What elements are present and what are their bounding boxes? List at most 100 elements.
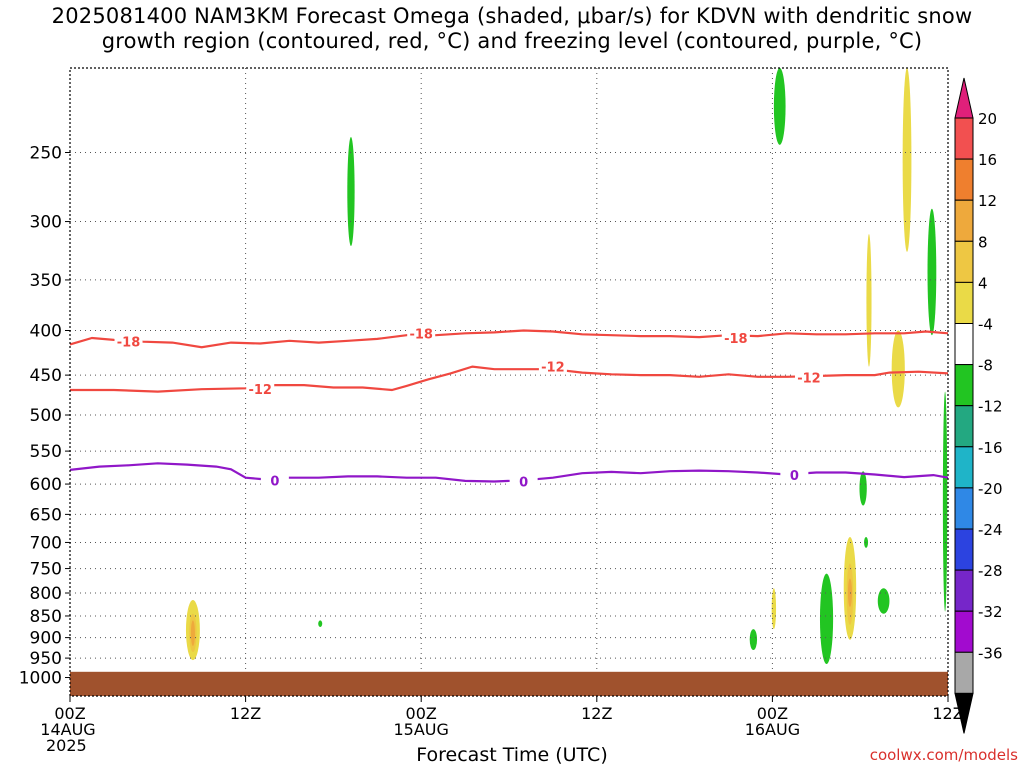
contour-label: -18: [409, 327, 433, 342]
contour-label: 0: [790, 469, 799, 484]
y-tick-label: 950: [30, 649, 62, 669]
contour-label-bg: [794, 369, 823, 386]
colorbar-label: -8: [978, 357, 993, 375]
y-tick-label: 500: [30, 406, 62, 426]
contour-label: -18: [117, 336, 141, 351]
chart-title: 2025081400 NAM3KM Forecast Omega (shaded…: [0, 4, 1024, 54]
plot-frame: [69, 67, 949, 697]
x-tick-label: 00Z: [406, 704, 437, 723]
colorbar-swatch: [954, 364, 974, 407]
omega-region: [866, 233, 872, 367]
y-tick-label: 550: [30, 442, 62, 462]
y-tick-label: 600: [30, 475, 62, 495]
omega-region: [877, 588, 890, 614]
contour-label: -18: [724, 332, 748, 347]
contour-line-0: [69, 462, 949, 483]
y-tick-label: 900: [30, 629, 62, 649]
y-tick-label: 850: [30, 607, 62, 627]
omega-region: [318, 620, 323, 627]
colorbar-label: -36: [978, 644, 1003, 662]
colorbar-label: 8: [978, 233, 988, 251]
y-tick-label: 350: [30, 271, 62, 291]
omega-region: [847, 578, 852, 607]
ground-layer: [70, 671, 948, 696]
colorbar-swatch: [954, 528, 974, 571]
ground-band: [70, 671, 948, 696]
colorbar-label: -12: [978, 398, 1003, 416]
omega-region: [891, 330, 905, 408]
contour-label: 0: [519, 476, 528, 491]
omega-region: [859, 471, 867, 506]
contour-label-bg: [721, 330, 750, 347]
omega-region: [749, 629, 758, 651]
x-tick-label: 12Z: [230, 704, 261, 723]
omega-region: [190, 620, 195, 646]
colorbar-swatch: [954, 199, 974, 242]
contour-layer: -18 -18 -18 -12 -12 -12 0 0 0: [69, 325, 949, 491]
colorbar-swatch: [954, 569, 974, 612]
x-tick-label: 00Z: [54, 704, 85, 723]
y-tick-label: 400: [30, 322, 62, 342]
colorbar-label: 4: [978, 274, 988, 292]
colorbar-label: -20: [978, 480, 1003, 498]
colorbar-label: -16: [978, 439, 1003, 457]
colorbar-label: 16: [978, 151, 997, 169]
colorbar-swatch: [954, 651, 974, 694]
omega-region: [927, 208, 937, 336]
omega-region: [773, 68, 786, 145]
colorbar: 20 16 12 8 4 -4 -8 -12 -16 -20 -24 -28 -32 -36: [954, 77, 1003, 734]
colorbar-label: 20: [978, 110, 997, 128]
colorbar-label: -24: [978, 521, 1003, 539]
colorbar-label: -32: [978, 603, 1003, 621]
contour-label-bg: [407, 325, 436, 342]
contour-label: -12: [541, 361, 565, 376]
y-tick-label: 700: [30, 533, 62, 553]
colorbar-swatch: [954, 323, 974, 366]
contour-label-bg: [114, 333, 143, 350]
colorbar-label: 12: [978, 192, 997, 210]
omega-region: [347, 137, 355, 246]
colorbar-swatch: [954, 117, 974, 160]
colorbar-swatch: [954, 610, 974, 653]
contour-label: -12: [248, 383, 272, 398]
y-tick-label: 250: [30, 144, 62, 164]
x-tick-label: 15AUG: [393, 720, 448, 739]
x-tick-label: 2025: [46, 736, 87, 755]
omega-region: [819, 573, 834, 665]
x-tick-label: 00Z: [757, 704, 788, 723]
x-tick-label: 14AUG: [40, 720, 95, 739]
colorbar-swatch: [954, 405, 974, 448]
colorbar-swatch: [954, 240, 974, 283]
colorbar-top-arrow: [954, 77, 974, 119]
axes-layer: 2503003504004505005506006507007508008509…: [19, 67, 964, 755]
chart-title-line2: growth region (contoured, red, °C) and f…: [101, 29, 923, 53]
y-tick-label: 800: [30, 584, 62, 604]
contour-label: -12: [797, 372, 821, 387]
contour-label: 0: [270, 474, 279, 489]
contour-label-bg: [780, 467, 809, 484]
colorbar-swatch: [954, 487, 974, 530]
omega-region: [902, 67, 912, 252]
credit-link[interactable]: coolwx.com/models: [869, 746, 1018, 764]
colorbar-swatch: [954, 158, 974, 201]
contour-label-bg: [538, 358, 567, 375]
chart-title-line1: 2025081400 NAM3KM Forecast Omega (shaded…: [51, 4, 973, 28]
contour-label-bg: [246, 381, 275, 398]
y-tick-label: 1000: [19, 669, 62, 689]
x-tick-label: 12Z: [581, 704, 612, 723]
y-tick-label: 300: [30, 213, 62, 233]
omega-region: [864, 536, 869, 548]
omega-region: [942, 391, 948, 612]
x-tick-label: 12Z: [932, 704, 963, 723]
colorbar-swatch: [954, 281, 974, 324]
colorbar-label: -4: [978, 316, 993, 334]
colorbar-bottom-arrow: [954, 692, 974, 734]
contour-label-bg: [509, 473, 538, 490]
contour-line-neg18: [69, 329, 949, 349]
colorbar-label: -28: [978, 562, 1003, 580]
x-axis-title: Forecast Time (UTC): [416, 744, 608, 766]
contour-label-bg: [260, 472, 289, 489]
y-tick-label: 450: [30, 366, 62, 386]
x-tick-label: 16AUG: [745, 720, 800, 739]
